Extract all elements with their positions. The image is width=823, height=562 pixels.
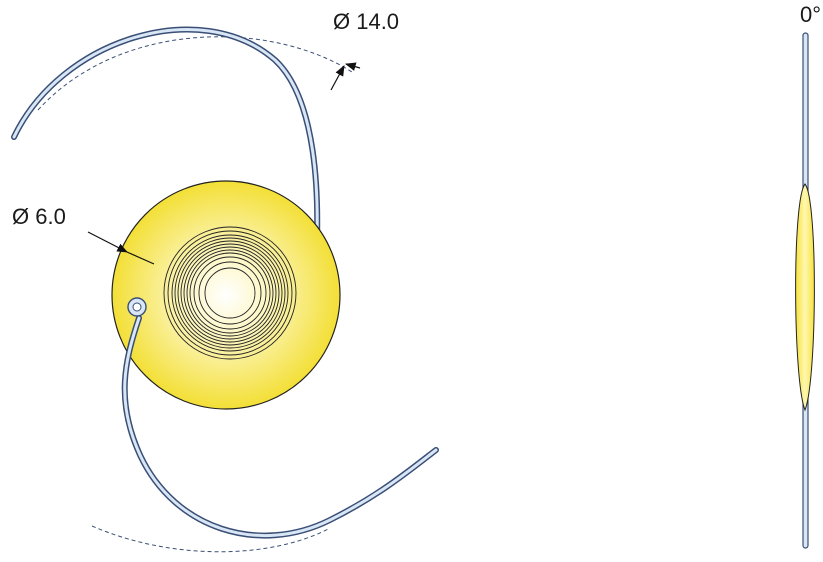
angle-label: 0° [800, 2, 821, 27]
diffractive-rings [163, 226, 297, 360]
outer-diameter-arc-bottom [91, 525, 331, 553]
side-view [795, 32, 815, 549]
optic-diameter-arrow-tail [126, 251, 155, 265]
haptic-diameter-arrow-icon [330, 65, 345, 91]
haptic-diameter-label: Ø 14.0 [333, 9, 399, 34]
optic-diameter-arrow-icon [87, 231, 128, 253]
optic [111, 180, 341, 410]
lower-haptic [121, 297, 439, 539]
haptic-diameter-arrow-out-icon [344, 62, 361, 71]
optic-diameter-label: Ø 6.0 [12, 204, 66, 229]
outer-diameter-arc-top [37, 36, 353, 111]
